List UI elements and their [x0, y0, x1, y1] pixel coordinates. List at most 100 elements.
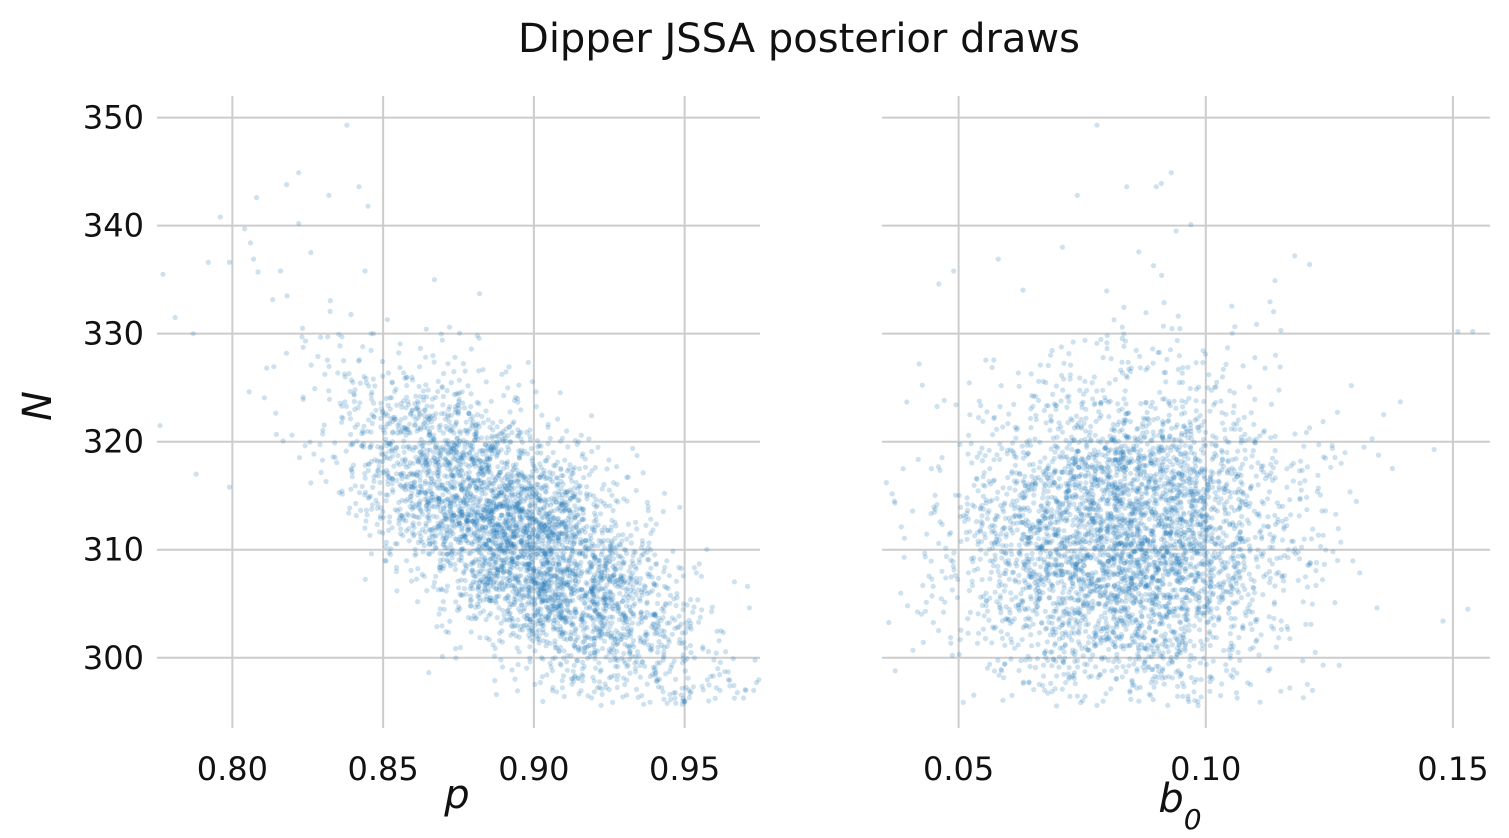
panel-p-data-point: [444, 545, 450, 551]
panel-p-data-point: [581, 516, 587, 522]
panel-p-data-point: [572, 614, 578, 620]
panel-p-data-point: [490, 489, 496, 495]
panel-p-data-point: [606, 487, 613, 493]
panel-p-data-point: [751, 687, 757, 694]
panel-p-data-point: [638, 576, 644, 582]
panel-p-data-point: [392, 416, 398, 422]
panel-p-data-point: [443, 629, 449, 635]
panel-p-data-point: [642, 588, 648, 594]
panel-p-data-point: [630, 445, 636, 451]
panel-p-data-point: [541, 470, 547, 476]
panel-b0-data-point: [1067, 376, 1073, 382]
panel-b0-data-point: [943, 553, 950, 560]
panel-p-data-point: [534, 573, 540, 580]
panel-p-data-point: [560, 554, 566, 560]
panel-b0-data-point: [957, 514, 964, 520]
panel-p-data-point: [576, 497, 582, 503]
panel-b0-data-point: [1296, 513, 1302, 519]
panel-p-data-point: [470, 579, 477, 585]
panel-p-data-point: [554, 689, 560, 695]
panel-p-data-point: [555, 416, 561, 422]
panel-p-data-point: [591, 638, 598, 644]
panel-p-data-point: [539, 515, 545, 521]
panel-p-data-point: [533, 555, 539, 561]
panel-p-data-point: [410, 512, 416, 519]
panel-p-data-point: [491, 500, 497, 506]
panel-p-data-point: [470, 493, 476, 499]
panel-b0-data-point: [1028, 425, 1034, 431]
panel-p-data-point: [369, 458, 375, 464]
panel-b0-data-point: [1027, 663, 1033, 670]
panel-p-data-point: [591, 585, 597, 591]
panel-p-data-point: [601, 524, 608, 530]
panel-p-data-point: [516, 580, 523, 586]
panel-p-data-point: [534, 506, 540, 512]
panel-p-data-point: [394, 508, 400, 514]
panel-p-data-point: [704, 546, 710, 552]
panel-p-data-point: [558, 501, 564, 508]
panel-p-data-point: [378, 451, 384, 457]
panel-p-data-point: [476, 563, 483, 569]
panel-p-data-point: [529, 458, 535, 464]
panel-p-data-point: [445, 551, 451, 557]
panel-p-data-point: [705, 649, 712, 655]
panel-p-data-point: [465, 615, 471, 621]
panel-p-data-point: [435, 473, 441, 479]
panel-p-data-point: [537, 679, 544, 686]
panel-p-data-point: [598, 630, 605, 636]
panel-b0-data-point: [1304, 681, 1310, 687]
panel-p-data-point: [415, 426, 421, 432]
panel-b0-data-point: [1332, 600, 1338, 606]
panel-p-data-point: [438, 331, 444, 337]
panel-p-data-point: [427, 447, 433, 453]
panel-p-data-point: [664, 620, 670, 626]
panel-p-data-point: [348, 311, 354, 318]
panel-p-data-point: [495, 472, 501, 478]
panel-p-data-point: [308, 250, 314, 256]
panel-p-data-point: [516, 489, 522, 495]
panel-p-data-point: [517, 430, 523, 436]
panel-p-data-point: [564, 659, 570, 665]
panel-p-data-point: [496, 593, 502, 599]
panel-p-data-point: [368, 442, 374, 448]
panel-b0-data-point: [1160, 422, 1166, 428]
panel-p-data-point: [600, 597, 607, 603]
panel-b0-data-point: [979, 513, 985, 519]
panel-b0-data-point: [1106, 380, 1112, 386]
panel-p-data-point: [513, 520, 519, 526]
panel-p-data-point: [683, 645, 689, 651]
panel-p-data-point: [356, 490, 363, 496]
panel-p-data-point: [406, 421, 413, 427]
panel-p-data-point: [649, 574, 655, 580]
panel-p-data-point: [553, 475, 560, 481]
panel-p-data-point: [449, 472, 455, 478]
panel-p-data-point: [172, 314, 178, 321]
panel-p-data-point: [390, 415, 396, 421]
panel-p-data-point: [553, 625, 559, 631]
panel-p-data-point: [479, 553, 485, 560]
panel-p-data-point: [582, 529, 588, 535]
panel-p-data-point: [389, 525, 395, 531]
panel-p-data-point: [442, 473, 448, 479]
panel-p-data-point: [427, 551, 433, 557]
panel-p-data-point: [483, 408, 489, 414]
panel-p-data-point: [575, 676, 581, 682]
panel-p-data-point: [541, 573, 547, 579]
panel-p-data-point: [607, 503, 613, 509]
panel-b0-data-point: [1304, 507, 1310, 513]
panel-p-data-point: [408, 410, 414, 416]
panel-p-data-point: [436, 502, 442, 508]
panel-p-data-point: [681, 639, 687, 646]
panel-p-data-point: [485, 457, 491, 463]
panel-p-data-point: [532, 623, 538, 629]
panel-b0-data-point: [1069, 446, 1075, 453]
panel-p-data-point: [695, 597, 701, 603]
panel-p-data-point: [614, 578, 620, 584]
panel-p-data-point: [544, 514, 551, 520]
panel-p-data-point: [620, 694, 626, 700]
panel-p-data-point: [591, 689, 598, 695]
panel-p-data-point: [556, 648, 562, 654]
panel-p-data-point: [435, 520, 441, 527]
panel-p-data-point: [518, 407, 524, 413]
